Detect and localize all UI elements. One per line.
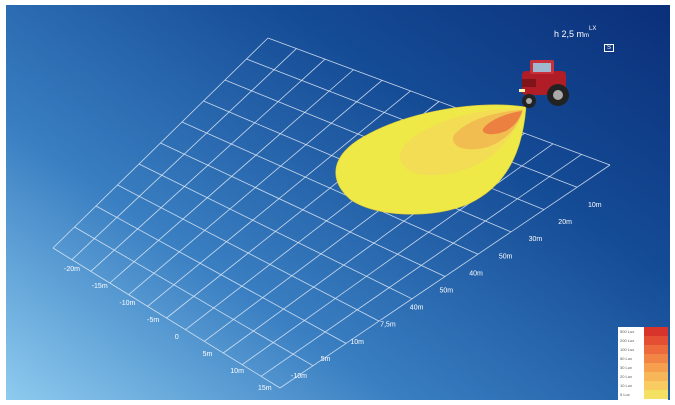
legend-label: 30 Lux (620, 365, 633, 370)
mount-height-formula: h 2,5 mmLX S (554, 26, 615, 52)
axis-right-labels: -10m 5m 10m 7,5m 40m 50m 40m 50m 30m 20m 10m (291, 202, 602, 380)
formula-subscript: m (584, 33, 590, 39)
axis-right-label: 30m (529, 236, 543, 243)
axis-left-label: -15m (92, 283, 108, 290)
axis-left-label: 15m (258, 385, 272, 392)
legend-label: 5 Lux (620, 392, 630, 397)
legend-entry: 200 Lux (618, 336, 668, 345)
axis-right-label: 20m (558, 219, 572, 226)
grid-line-col (128, 80, 383, 295)
legend-label: 20 Lux (620, 374, 633, 379)
axis-right-label: 10m (350, 339, 364, 346)
ground-grid (52, 37, 611, 389)
legend-label: 10 Lux (620, 383, 633, 388)
lux-legend: 500 Lux 200 Lux 100 Lux 50 Lux 30 Lux 20 Lux 1… (618, 327, 668, 400)
legend-swatch (644, 363, 668, 372)
legend-label: 100 Lux (620, 347, 635, 352)
legend-swatch (644, 381, 668, 390)
axis-left-label: 10m (230, 368, 244, 375)
light-zone-100lux (482, 111, 522, 135)
grid-line-col (279, 164, 611, 389)
grid-line-col (90, 58, 326, 272)
formula-superscript: LX (589, 26, 597, 32)
axis-right-label: 50m (499, 253, 513, 260)
legend-label: 200 Lux (620, 338, 635, 343)
axis-left-label: 0 (175, 334, 179, 341)
legend-entry: 50 Lux (618, 354, 668, 363)
legend-entry: 500 Lux (618, 327, 668, 336)
legend-label: 500 Lux (620, 329, 635, 334)
grid-line-col (109, 69, 354, 284)
grid-line-col (71, 48, 297, 260)
axis-right-label: 40m (469, 270, 483, 277)
formula-text: h 2,5 m (554, 29, 585, 39)
axis-left-label: -5m (147, 317, 159, 324)
axis-left-label: -20m (64, 266, 80, 273)
legend-swatch (644, 372, 668, 381)
legend-entry: 10 Lux (618, 381, 668, 390)
legend-entry: 20 Lux (618, 372, 668, 381)
illumination-scene: -20m -15m -10m -5m 0 5m 10m 15m -10m 5m 10m 7,5m 40… (52, 37, 611, 392)
legend-swatch (644, 336, 668, 345)
axis-right-label: 40m (410, 305, 424, 312)
grid-line-col (241, 143, 554, 365)
grid-line-col (52, 37, 269, 249)
tractor-icon (519, 60, 569, 108)
legend-entry: 5 Lux (618, 390, 668, 399)
axis-right-label: 50m (440, 288, 454, 295)
grid-line-col (260, 154, 582, 377)
illumination-diagram: -20m -15m -10m -5m 0 5m 10m 15m -10m 5m 10m 7,5m 40… (6, 5, 670, 400)
light-distribution (335, 104, 527, 215)
grid-line-col (147, 90, 411, 307)
axis-left-label: 5m (203, 351, 213, 358)
axis-left-labels: -20m -15m -10m -5m 0 5m 10m 15m (64, 266, 272, 392)
axis-right-label: -10m (291, 373, 307, 380)
legend-swatch (644, 345, 668, 354)
formula-box: S (604, 44, 615, 52)
axis-right-label: 5m (321, 356, 331, 363)
axis-right-label: 10m (588, 202, 602, 209)
legend-swatch (644, 327, 668, 336)
legend-swatch (644, 354, 668, 363)
legend-label: 50 Lux (620, 356, 633, 361)
axis-left-label: -10m (119, 300, 135, 307)
legend-entry: 100 Lux (618, 345, 668, 354)
legend-swatch (644, 390, 668, 399)
legend-entry: 30 Lux (618, 363, 668, 372)
axis-right-label: 7,5m (380, 322, 396, 329)
